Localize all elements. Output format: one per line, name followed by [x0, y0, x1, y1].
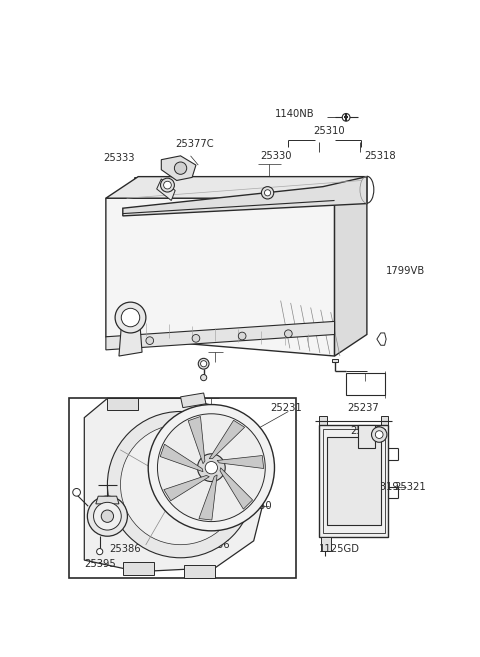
Circle shape: [121, 308, 140, 327]
Polygon shape: [188, 417, 205, 464]
Polygon shape: [106, 321, 335, 350]
Bar: [323, 429, 384, 533]
Polygon shape: [123, 562, 154, 576]
Text: 25393: 25393: [350, 426, 382, 436]
Polygon shape: [96, 496, 119, 504]
Circle shape: [120, 424, 240, 545]
Circle shape: [157, 414, 265, 522]
Text: 1799VB: 1799VB: [386, 266, 425, 277]
Polygon shape: [184, 566, 215, 578]
Text: 25321: 25321: [394, 482, 426, 492]
Text: 25310: 25310: [313, 126, 345, 136]
Circle shape: [192, 334, 200, 342]
Circle shape: [146, 337, 154, 344]
Circle shape: [238, 332, 246, 340]
Circle shape: [342, 114, 350, 121]
Bar: [327, 437, 381, 526]
Polygon shape: [119, 321, 142, 356]
Polygon shape: [156, 179, 175, 200]
Polygon shape: [319, 416, 327, 425]
Circle shape: [94, 503, 121, 530]
Circle shape: [115, 302, 146, 333]
Polygon shape: [84, 398, 265, 572]
Circle shape: [285, 330, 292, 338]
Circle shape: [205, 461, 217, 474]
Circle shape: [73, 489, 81, 496]
Polygon shape: [106, 177, 367, 198]
Circle shape: [201, 361, 207, 367]
Bar: [358, 425, 374, 449]
Polygon shape: [160, 444, 203, 472]
Polygon shape: [332, 359, 338, 362]
Polygon shape: [199, 475, 217, 520]
Bar: [69, 398, 296, 578]
Text: 25231: 25231: [271, 403, 302, 413]
Polygon shape: [335, 177, 367, 356]
Text: 25380: 25380: [134, 491, 166, 501]
Circle shape: [262, 187, 274, 199]
Circle shape: [201, 374, 207, 380]
Polygon shape: [381, 416, 388, 425]
Circle shape: [96, 549, 103, 555]
Polygon shape: [106, 198, 335, 356]
Text: 25330: 25330: [260, 151, 291, 161]
Circle shape: [372, 427, 387, 442]
Text: 25395: 25395: [84, 559, 116, 569]
Circle shape: [197, 454, 225, 482]
Bar: [346, 373, 384, 395]
Polygon shape: [123, 177, 367, 216]
Circle shape: [375, 431, 383, 438]
Bar: [319, 425, 388, 537]
Text: 25318: 25318: [349, 502, 381, 512]
Text: 25333: 25333: [104, 153, 135, 163]
Text: 25237: 25237: [348, 403, 379, 413]
Circle shape: [164, 181, 171, 189]
Polygon shape: [180, 393, 206, 407]
Polygon shape: [322, 537, 331, 551]
Circle shape: [148, 405, 275, 531]
Polygon shape: [209, 420, 245, 459]
Circle shape: [87, 496, 127, 536]
Circle shape: [198, 358, 209, 369]
Circle shape: [264, 190, 271, 196]
Circle shape: [160, 178, 174, 192]
Text: 1140NB: 1140NB: [275, 109, 315, 120]
Text: 25350: 25350: [240, 501, 272, 511]
Text: 1125GD: 1125GD: [319, 543, 360, 554]
Text: 25318: 25318: [364, 151, 396, 161]
Circle shape: [101, 510, 114, 522]
Polygon shape: [161, 156, 196, 181]
Text: 25377C: 25377C: [175, 139, 214, 149]
Circle shape: [108, 411, 254, 558]
Polygon shape: [220, 468, 252, 509]
Text: 25319: 25319: [368, 482, 399, 492]
Polygon shape: [164, 476, 209, 501]
Text: 25336: 25336: [198, 539, 230, 550]
Polygon shape: [108, 398, 138, 410]
Polygon shape: [217, 455, 264, 468]
Circle shape: [174, 162, 187, 174]
Text: 25386: 25386: [109, 543, 141, 554]
